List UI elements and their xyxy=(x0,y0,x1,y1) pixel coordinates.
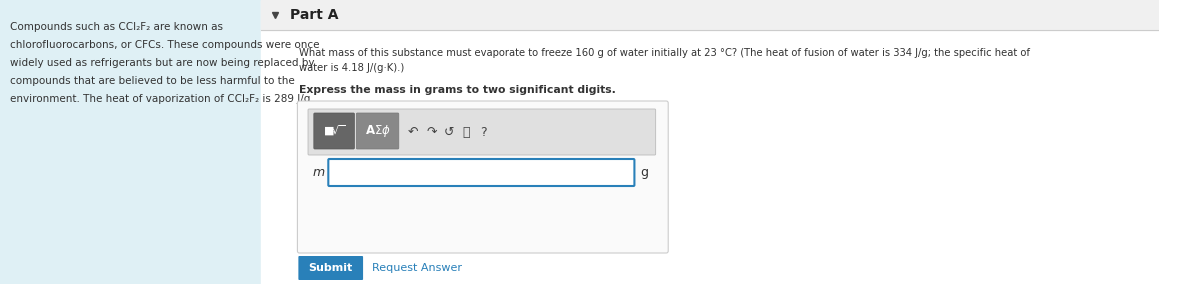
Text: Submit: Submit xyxy=(308,263,353,273)
Text: Express the mass in grams to two significant digits.: Express the mass in grams to two signifi… xyxy=(299,85,617,95)
Text: widely used as refrigerants but are now being replaced by: widely used as refrigerants but are now … xyxy=(10,58,314,68)
Text: $\blacksquare\!\sqrt{\,}$: $\blacksquare\!\sqrt{\,}$ xyxy=(323,124,346,138)
FancyBboxPatch shape xyxy=(299,256,364,280)
FancyBboxPatch shape xyxy=(298,101,668,253)
Text: water is 4.18 J/(g·K).): water is 4.18 J/(g·K).) xyxy=(299,63,404,73)
FancyBboxPatch shape xyxy=(314,113,354,149)
Text: ↷: ↷ xyxy=(426,126,437,139)
Text: ?: ? xyxy=(480,126,487,139)
Text: A$\Sigma\phi$: A$\Sigma\phi$ xyxy=(365,123,390,139)
FancyBboxPatch shape xyxy=(356,113,398,149)
FancyBboxPatch shape xyxy=(329,159,635,186)
Bar xyxy=(0,0,260,284)
Bar xyxy=(260,0,1159,30)
Text: What mass of this substance must evaporate to freeze 160 g of water initially at: What mass of this substance must evapora… xyxy=(299,48,1031,58)
Text: compounds that are believed to be less harmful to the: compounds that are believed to be less h… xyxy=(10,76,294,86)
Text: g: g xyxy=(641,166,648,179)
FancyBboxPatch shape xyxy=(308,109,655,155)
Text: environment. The heat of vaporization of CCl₂F₂ is 289 J/g.: environment. The heat of vaporization of… xyxy=(10,94,313,104)
Text: Compounds such as CCl₂F₂ are known as: Compounds such as CCl₂F₂ are known as xyxy=(10,22,223,32)
Text: Request Answer: Request Answer xyxy=(372,263,462,273)
Bar xyxy=(260,0,1159,284)
Text: chlorofluorocarbons, or CFCs. These compounds were once: chlorofluorocarbons, or CFCs. These comp… xyxy=(10,40,319,50)
Text: Part A: Part A xyxy=(289,8,338,22)
Text: m =: m = xyxy=(313,166,340,179)
Text: ↶: ↶ xyxy=(408,126,419,139)
Text: ⌹: ⌹ xyxy=(463,126,470,139)
Text: ↺: ↺ xyxy=(444,126,455,139)
